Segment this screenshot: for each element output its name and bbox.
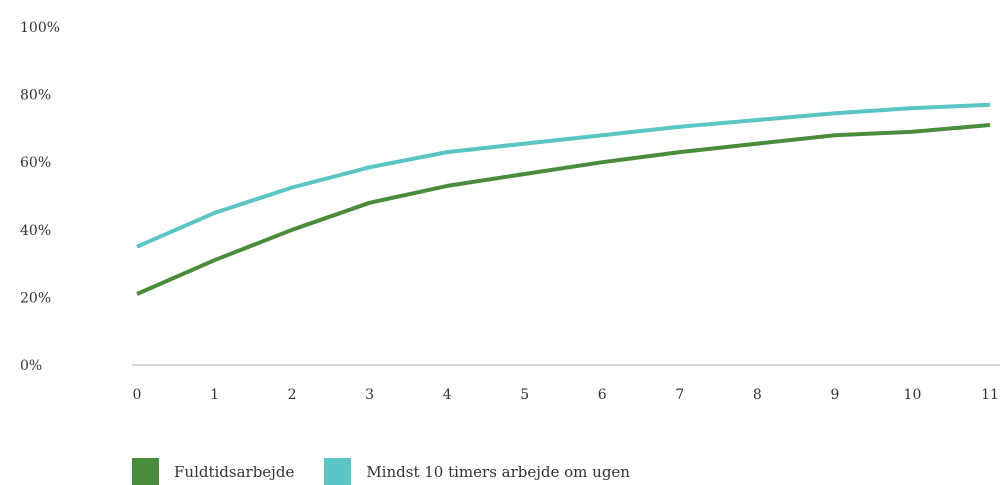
- series-line-fuldtidsarbejde: [136, 123, 991, 296]
- legend: Fuldtidsarbejde Mindst 10 timers arbejde…: [132, 458, 660, 485]
- y-tick-label: 60%: [20, 155, 51, 171]
- x-tick-label: 11: [981, 387, 999, 403]
- legend-label-mindst-10-timer: Mindst 10 timers arbejde om ugen: [366, 462, 630, 481]
- x-tick-label: 5: [520, 387, 529, 403]
- legend-swatch-mindst-10-timer: [324, 458, 352, 485]
- y-tick-label: 40%: [20, 223, 51, 239]
- x-tick-label: 0: [133, 387, 142, 403]
- x-tick-label: 6: [598, 387, 607, 403]
- y-tick-label: 20%: [20, 290, 51, 306]
- legend-item-fuldtid: Fuldtidsarbejde: [132, 458, 294, 485]
- y-tick-label: 100%: [20, 20, 60, 36]
- x-axis-ticks: 0 1 2 3 4 5 6 7 8 9 10 11: [133, 387, 999, 403]
- x-tick-label: 8: [753, 387, 762, 403]
- y-axis-ticks: 0% 20% 40% 60% 80% 100%: [20, 20, 60, 374]
- series-line-mindst-10-timers-arbejde: [136, 102, 991, 249]
- y-tick-label: 0%: [20, 358, 42, 374]
- series-lines: [136, 102, 991, 296]
- x-tick-label: 4: [443, 387, 452, 403]
- x-tick-label: 1: [210, 387, 219, 403]
- legend-label-fuldtid: Fuldtidsarbejde: [174, 462, 295, 481]
- legend-swatch-fuldtid: [132, 458, 159, 485]
- x-tick-label: 10: [904, 387, 922, 403]
- y-tick-label: 80%: [20, 88, 51, 104]
- x-tick-label: 3: [365, 387, 374, 403]
- x-tick-label: 7: [675, 387, 684, 403]
- legend-item-mindst-10-timer: Mindst 10 timers arbejde om ugen: [324, 458, 630, 485]
- x-tick-label: 2: [288, 387, 297, 403]
- x-tick-label: 9: [830, 387, 839, 403]
